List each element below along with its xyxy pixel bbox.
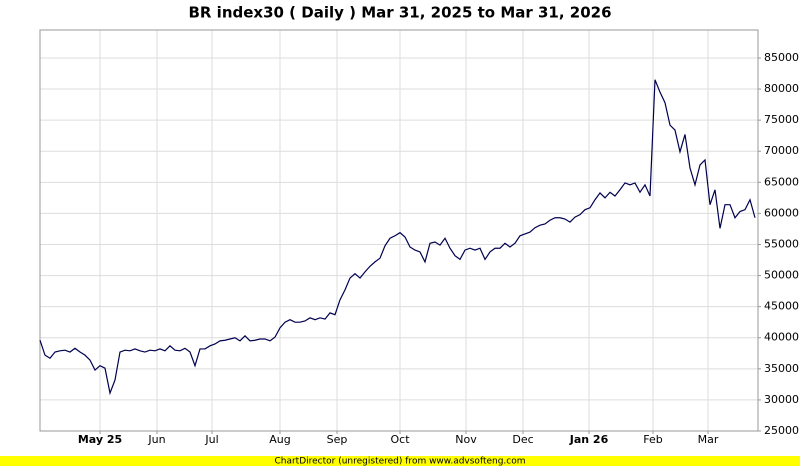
y-tick-label: 25000 xyxy=(764,424,799,437)
footer-bar xyxy=(0,456,800,466)
x-tick-label: Aug xyxy=(269,433,290,446)
x-tick-label: Feb xyxy=(643,433,662,446)
plot-border xyxy=(39,29,759,432)
price-line xyxy=(39,79,756,396)
y-tick-label: 30000 xyxy=(764,393,799,406)
y-tick-label: 45000 xyxy=(764,300,799,313)
x-tick-label: Jul xyxy=(204,433,218,446)
y-tick-label: 85000 xyxy=(764,51,799,64)
x-tick-label: Jan 26 xyxy=(569,433,609,446)
y-tick-label: 75000 xyxy=(764,113,799,126)
y-tick-label: 55000 xyxy=(764,237,799,250)
y-tick-label: 80000 xyxy=(764,82,799,95)
x-tick-label: May 25 xyxy=(78,433,122,446)
y-tick-label: 50000 xyxy=(764,269,799,282)
chart-title: BR index30 ( Daily ) Mar 31, 2025 to Mar… xyxy=(188,4,611,22)
x-tick-label: Nov xyxy=(455,433,477,446)
y-tick-label: 70000 xyxy=(764,144,799,157)
y-tick-label: 35000 xyxy=(764,362,799,375)
x-tick-label: Dec xyxy=(512,433,533,446)
grid xyxy=(40,30,758,432)
y-tick-label: 60000 xyxy=(764,206,799,219)
footer: ChartDirector (unregistered) from www.ad… xyxy=(274,457,525,466)
x-tick-label: Mar xyxy=(698,433,719,446)
y-tick-label: 40000 xyxy=(764,331,799,344)
x-tick-label: Sep xyxy=(327,433,348,446)
x-tick-label: Oct xyxy=(390,433,410,446)
y-tick-label: 65000 xyxy=(764,175,799,188)
x-tick-label: Jun xyxy=(147,433,165,446)
